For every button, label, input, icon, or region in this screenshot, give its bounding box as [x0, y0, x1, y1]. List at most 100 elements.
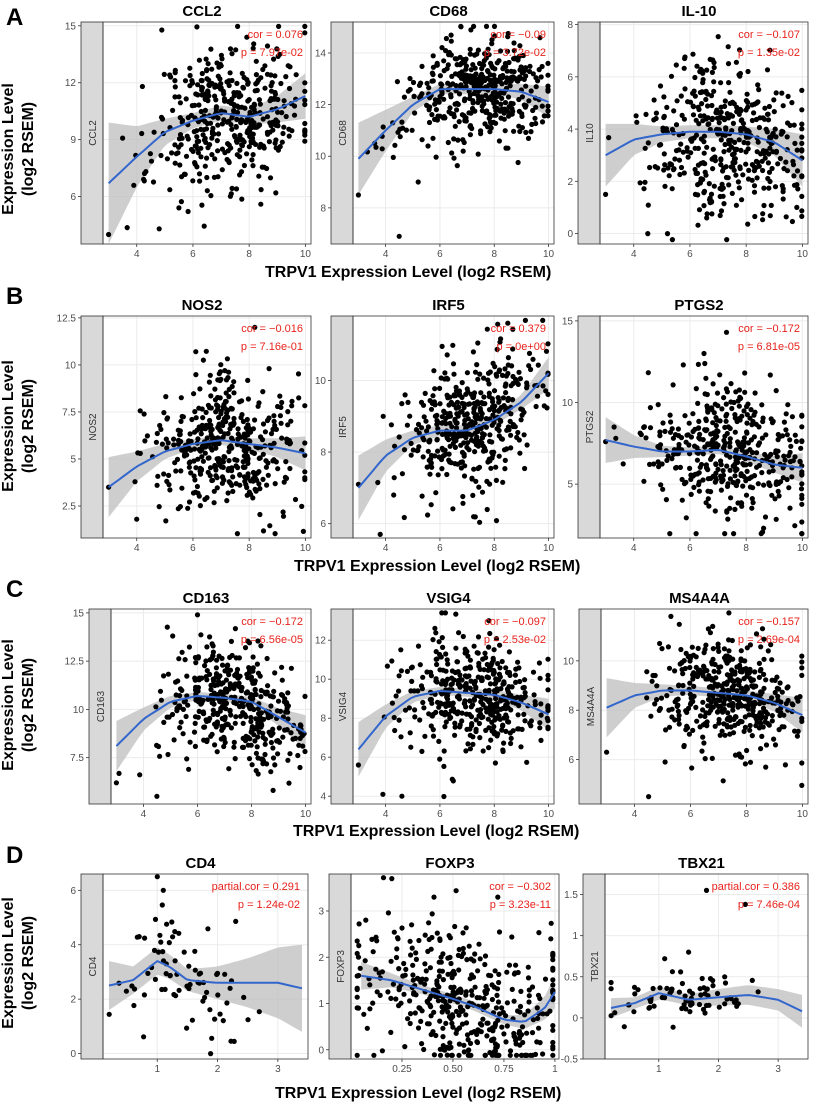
data-point [745, 140, 751, 146]
data-point [271, 413, 277, 419]
data-point [492, 968, 498, 974]
data-point [417, 717, 423, 723]
y-tick-label: 8 [320, 448, 326, 459]
data-point [440, 1034, 446, 1040]
data-point [192, 429, 198, 435]
data-point [688, 150, 694, 156]
data-point [494, 986, 501, 992]
data-point [739, 447, 745, 453]
data-point [424, 102, 430, 108]
data-point [285, 757, 291, 763]
data-point [215, 131, 222, 137]
data-point [739, 719, 745, 725]
data-point [441, 96, 447, 102]
data-point [392, 142, 398, 148]
data-point [717, 193, 723, 200]
data-point [741, 443, 747, 449]
data-point [438, 456, 445, 463]
y-tick-label: 10 [315, 152, 327, 163]
data-point [658, 695, 665, 701]
data-point [739, 503, 745, 509]
x-tick-label: 10 [543, 809, 555, 820]
data-point [202, 496, 208, 502]
panel-label-c: C [6, 576, 24, 603]
data-point [222, 739, 228, 746]
data-point [448, 32, 454, 38]
data-point [710, 381, 716, 387]
data-point [157, 422, 163, 429]
data-point [742, 761, 749, 767]
data-point [747, 447, 753, 453]
data-point [775, 161, 781, 167]
data-point [493, 696, 499, 702]
data-point [161, 673, 167, 679]
data-point [703, 642, 709, 648]
data-point [393, 996, 399, 1002]
data-point [462, 646, 468, 652]
data-point [177, 431, 183, 438]
data-point [439, 420, 445, 426]
data-point [472, 52, 478, 58]
data-point [156, 226, 162, 232]
data-point [437, 1018, 443, 1024]
data-point [536, 930, 542, 936]
data-point [262, 741, 268, 747]
data-point [530, 356, 536, 362]
data-point [476, 464, 483, 470]
data-point [504, 969, 510, 975]
data-point [177, 725, 183, 731]
data-point [681, 116, 688, 122]
data-point [691, 670, 697, 676]
data-point [799, 653, 805, 659]
data-point [154, 482, 160, 488]
data-point [262, 85, 268, 91]
data-point [238, 713, 244, 719]
data-point [698, 461, 705, 468]
data-point [676, 621, 682, 627]
data-point [545, 687, 551, 693]
data-point [680, 682, 686, 689]
data-point [718, 115, 724, 121]
data-point [654, 697, 660, 703]
data-point [494, 346, 500, 352]
data-point [197, 386, 203, 392]
data-point [476, 713, 482, 719]
data-point [397, 134, 403, 140]
confidence-band [605, 123, 803, 187]
data-point [502, 457, 508, 463]
data-point [243, 456, 249, 462]
x-tick-label: 6 [687, 249, 693, 260]
data-point [427, 697, 433, 703]
data-point [380, 791, 386, 797]
data-point [442, 376, 448, 382]
data-point [516, 665, 522, 671]
data-point [433, 154, 439, 160]
data-point [712, 401, 718, 407]
data-point [106, 231, 112, 238]
facet-strip-label: FOXP3 [336, 950, 347, 983]
data-point [693, 531, 699, 537]
data-point [696, 418, 702, 424]
data-point [545, 113, 551, 119]
data-point [516, 726, 522, 732]
data-point [718, 487, 725, 493]
data-point [545, 83, 551, 89]
data-point [258, 187, 264, 193]
data-point [545, 705, 551, 712]
data-point [199, 700, 205, 706]
data-point [471, 958, 477, 964]
data-point [448, 38, 454, 44]
data-point [250, 45, 256, 51]
data-point [686, 420, 692, 426]
data-point [391, 714, 397, 721]
data-point [164, 478, 170, 484]
confidence-band [358, 687, 549, 777]
data-point [197, 178, 203, 184]
data-point [736, 403, 742, 409]
data-point [723, 125, 729, 131]
data-point [264, 482, 270, 488]
data-point [492, 760, 498, 766]
data-point [164, 156, 170, 162]
data-point [388, 995, 394, 1002]
